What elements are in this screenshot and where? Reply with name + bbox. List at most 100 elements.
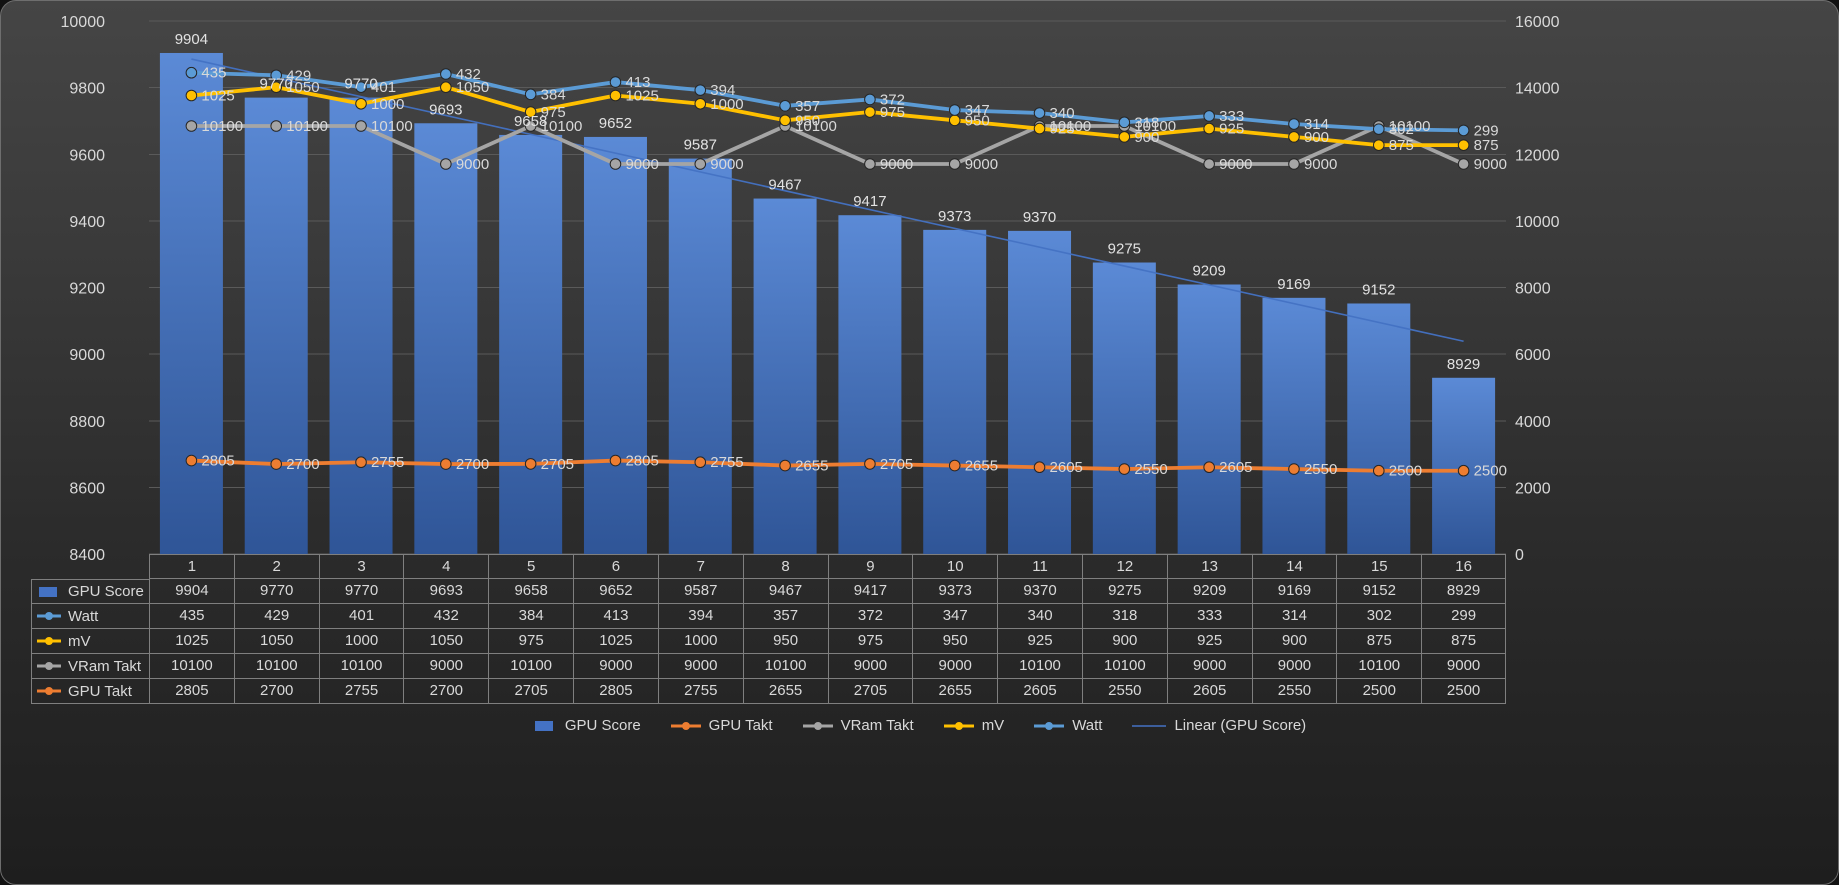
data-point-label-watt: 432: [456, 66, 481, 83]
line-mv[interactable]: [189, 85, 1466, 148]
legend-item-gpu-score[interactable]: GPU Score: [533, 717, 641, 734]
data-point-label-mv: 975: [541, 104, 566, 121]
marker-gpu-takt[interactable]: [1118, 463, 1131, 475]
legend-item-watt[interactable]: Watt: [1034, 717, 1102, 734]
marker-vram-takt[interactable]: [355, 120, 367, 132]
marker-gpu-takt[interactable]: [185, 454, 198, 467]
marker-vram-takt[interactable]: [440, 158, 452, 170]
marker-watt[interactable]: [779, 100, 791, 112]
marker-mv[interactable]: [440, 81, 452, 94]
marker-mv[interactable]: [1288, 131, 1300, 143]
data-point-label-vram-takt: 10100: [1389, 118, 1431, 135]
marker-gpu-takt[interactable]: [1203, 461, 1215, 474]
marker-gpu-takt[interactable]: [524, 458, 537, 470]
marker-vram-takt[interactable]: [270, 120, 283, 132]
legend-item-linear-gpu-score[interactable]: Linear (GPU Score): [1132, 717, 1306, 734]
marker-watt[interactable]: [1033, 107, 1046, 119]
table-cell-gpu-score: 8929: [1421, 579, 1506, 604]
marker-watt[interactable]: [355, 81, 367, 93]
marker-mv[interactable]: [1457, 139, 1470, 151]
marker-vram-takt[interactable]: [609, 158, 622, 170]
marker-watt[interactable]: [1288, 118, 1300, 130]
bar-gpu-score[interactable]: [244, 97, 308, 555]
table-cell-vram-takt: 9000: [1421, 654, 1506, 679]
marker-gpu-takt[interactable]: [270, 458, 283, 470]
bar-gpu-score[interactable]: [1177, 284, 1241, 554]
marker-watt[interactable]: [185, 66, 198, 79]
marker-watt[interactable]: [1457, 124, 1470, 137]
marker-watt[interactable]: [270, 69, 283, 82]
marker-watt[interactable]: [694, 84, 707, 96]
marker-mv[interactable]: [1372, 139, 1385, 151]
bar-gpu-score[interactable]: [583, 136, 647, 555]
bar-gpu-score[interactable]: [329, 97, 393, 555]
marker-mv[interactable]: [1033, 122, 1046, 135]
bar-gpu-score[interactable]: [159, 52, 223, 554]
marker-gpu-takt[interactable]: [1033, 461, 1046, 474]
marker-watt[interactable]: [609, 76, 622, 88]
bar-gpu-score[interactable]: [1008, 230, 1072, 554]
line-vram-takt[interactable]: [189, 124, 1466, 166]
marker-vram-takt[interactable]: [694, 158, 707, 170]
chart-legend: GPU Score GPU Takt VRam Takt mV Watt Linear (…: [1, 717, 1838, 734]
marker-gpu-takt[interactable]: [694, 456, 707, 469]
marker-gpu-takt[interactable]: [864, 458, 876, 470]
bar-gpu-score[interactable]: [1347, 303, 1411, 554]
marker-gpu-takt[interactable]: [440, 458, 452, 470]
bar-gpu-score[interactable]: [753, 198, 817, 555]
marker-vram-takt[interactable]: [185, 120, 198, 132]
bar-gpu-score[interactable]: [1262, 297, 1326, 554]
marker-gpu-takt[interactable]: [1288, 463, 1300, 475]
table-cell-watt: 302: [1336, 604, 1422, 629]
marker-gpu-takt[interactable]: [1457, 464, 1470, 477]
line-gpu-takt[interactable]: [189, 458, 1466, 473]
bar-gpu-score[interactable]: [923, 229, 987, 554]
marker-vram-takt[interactable]: [1288, 158, 1300, 170]
bar-gpu-score[interactable]: [1092, 262, 1156, 554]
marker-vram-takt[interactable]: [864, 158, 876, 170]
marker-mv[interactable]: [524, 106, 537, 118]
bar-gpu-score[interactable]: [668, 158, 732, 554]
marker-vram-takt[interactable]: [1457, 158, 1470, 170]
marker-mv[interactable]: [1118, 131, 1131, 143]
marker-gpu-takt[interactable]: [779, 459, 791, 472]
bar-gpu-score[interactable]: [499, 134, 563, 554]
marker-vram-takt[interactable]: [1203, 158, 1215, 170]
marker-watt[interactable]: [1372, 123, 1385, 135]
legend-item-gpu-takt[interactable]: GPU Takt: [670, 717, 773, 734]
marker-watt[interactable]: [948, 104, 961, 116]
marker-mv[interactable]: [270, 81, 283, 94]
marker-watt[interactable]: [864, 93, 876, 106]
table-cell-gpu-takt: 2655: [742, 679, 828, 704]
table-cell-mv: 1000: [318, 629, 404, 654]
marker-watt[interactable]: [1118, 116, 1131, 129]
marker-mv[interactable]: [609, 89, 622, 102]
marker-vram-takt[interactable]: [524, 120, 537, 132]
marker-watt[interactable]: [1203, 110, 1215, 122]
marker-mv[interactable]: [779, 114, 791, 127]
marker-mv[interactable]: [864, 106, 876, 118]
marker-mv[interactable]: [355, 97, 367, 110]
bar-gpu-score[interactable]: [414, 123, 478, 554]
table-cell-vram-takt: 10100: [318, 654, 404, 679]
bar-gpu-score[interactable]: [838, 215, 902, 555]
marker-watt[interactable]: [440, 68, 452, 80]
marker-mv[interactable]: [694, 97, 707, 110]
marker-vram-takt[interactable]: [948, 158, 961, 170]
legend-item-vram-takt[interactable]: VRam Takt: [802, 717, 914, 734]
marker-gpu-takt[interactable]: [1372, 464, 1385, 477]
marker-mv[interactable]: [1203, 122, 1215, 135]
marker-gpu-takt[interactable]: [355, 456, 367, 469]
marker-mv[interactable]: [185, 89, 198, 102]
marker-gpu-takt[interactable]: [609, 454, 622, 467]
marker-watt[interactable]: [524, 88, 537, 101]
trendline-linear-gpu-score[interactable]: [191, 58, 1464, 343]
y-axis-left-tick-label: 8400: [69, 547, 105, 564]
legend-item-mv[interactable]: mV: [943, 717, 1004, 734]
line-watt[interactable]: [189, 70, 1466, 133]
gpu-score-key-icon: [534, 720, 553, 731]
marker-gpu-takt[interactable]: [948, 459, 961, 472]
marker-mv[interactable]: [948, 114, 961, 127]
data-point-label-watt: 299: [1474, 122, 1499, 139]
